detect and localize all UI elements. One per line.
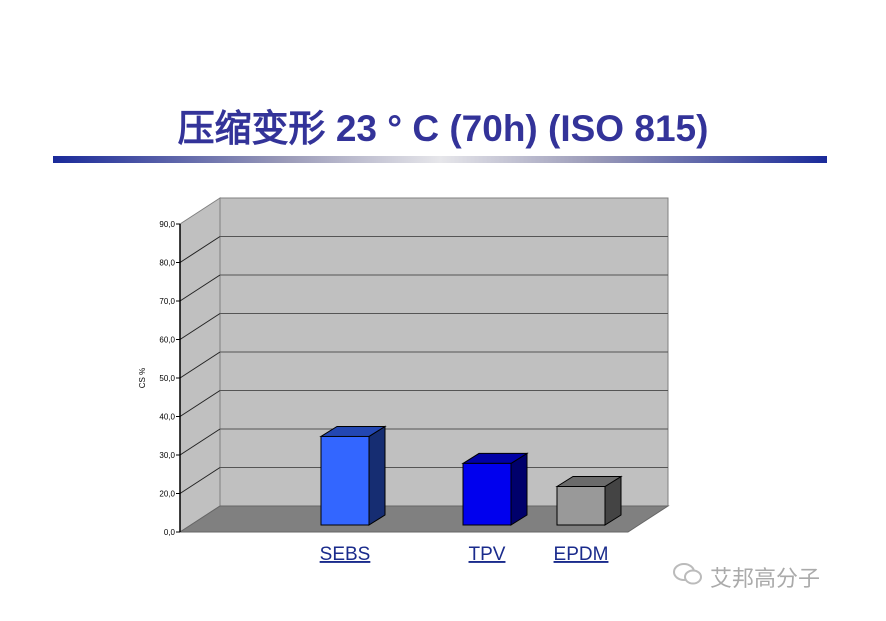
slide-title: 压缩变形 23 ° C (70h) (ISO 815) <box>177 108 709 149</box>
gridline-side <box>179 236 221 263</box>
bar-epdm <box>556 486 606 526</box>
bar-side <box>510 452 528 526</box>
gridline-side <box>179 351 221 379</box>
y-tick-label: 0,0 <box>164 528 176 537</box>
gridline-side <box>179 313 221 340</box>
bar-side <box>368 425 386 526</box>
gridline-side <box>179 428 221 456</box>
category-label: TPV <box>469 544 506 565</box>
y-tick-label: 80,0 <box>159 259 175 268</box>
y-axis-label: CS % <box>138 368 147 388</box>
floor <box>178 505 670 533</box>
y-tick-label: 50,0 <box>159 374 175 383</box>
gridline-side <box>179 274 221 302</box>
category-label: SEBS <box>320 544 371 565</box>
gridline-side <box>179 390 221 417</box>
watermark-text: 艾邦高分子 <box>710 566 821 591</box>
category-label: EPDM <box>554 544 609 565</box>
y-tick-label: 20,0 <box>159 490 175 499</box>
y-tick-label: 90,0 <box>159 220 175 229</box>
y-tick-label: 30,0 <box>159 451 175 460</box>
bar-sebs <box>320 435 370 526</box>
wechat-icon <box>672 560 704 594</box>
title-divider <box>53 156 827 163</box>
bar-tpv <box>462 462 512 526</box>
y-tick-label: 40,0 <box>159 413 175 422</box>
gridline-side <box>179 467 221 494</box>
watermark: 艾邦高分子 <box>672 560 820 594</box>
y-tick-label: 60,0 <box>159 336 175 345</box>
y-tick-label: 70,0 <box>159 297 175 306</box>
